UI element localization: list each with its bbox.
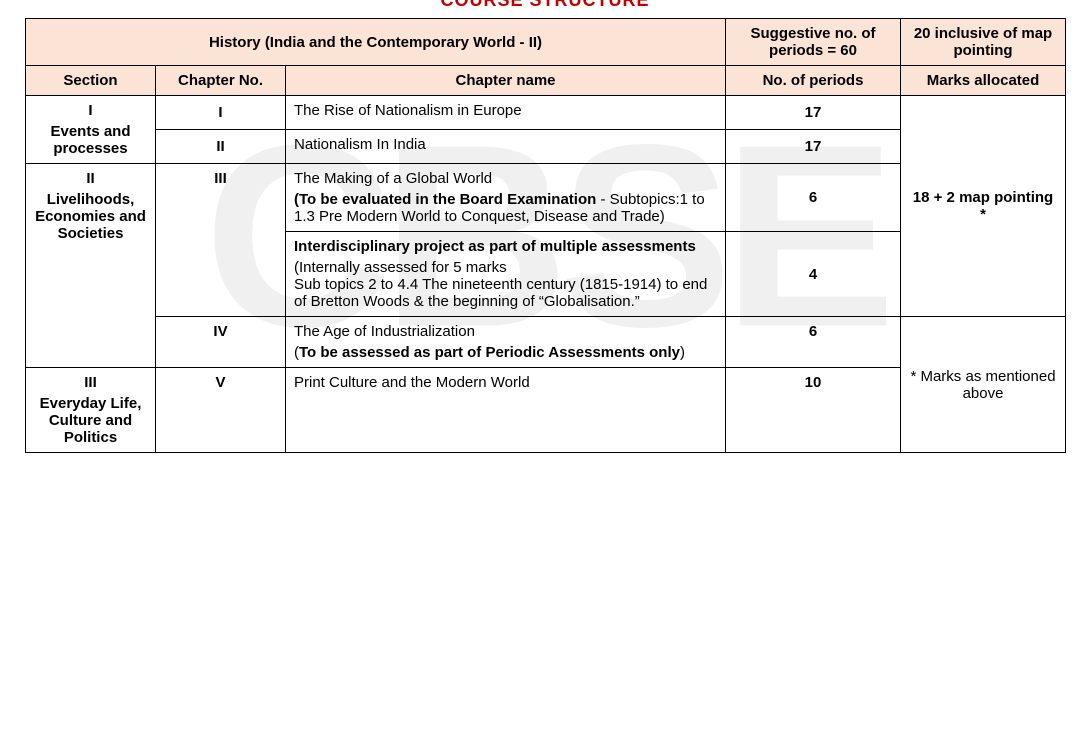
r4-line1: The Age of Industrialization (294, 323, 475, 340)
section-2-num: II (86, 170, 94, 187)
col-chno: Chapter No. (156, 66, 286, 96)
hdr-subject-text: History (India and the Contemporary Worl… (209, 34, 542, 51)
col-section: Section (26, 66, 156, 96)
cell-marks-map: 18 + 2 map pointing * (901, 96, 1066, 317)
course-structure-table: History (India and the Contemporary Worl… (25, 18, 1066, 453)
cell-periods: 17 (726, 96, 901, 130)
table-header-row-1: History (India and the Contemporary Worl… (26, 19, 1066, 66)
table-row: IV The Age of Industrialization (To be a… (26, 317, 1066, 368)
cell-chname: Print Culture and the Modern World (286, 368, 726, 453)
col-periods: No. of periods (726, 66, 901, 96)
hdr-subject: History (India and the Contemporary Worl… (26, 19, 726, 66)
section-3-num: III (84, 374, 97, 391)
cell-chname: The Age of Industrialization (To be asse… (286, 317, 726, 368)
cell-chname: Interdisciplinary project as part of mul… (286, 232, 726, 317)
r4-bold: To be assessed as part of Periodic Asses… (299, 344, 680, 361)
table-header-row-2: Section Chapter No. Chapter name No. of … (26, 66, 1066, 96)
r3b-bold: Interdisciplinary project as part of mul… (294, 238, 696, 255)
cell-chname: Nationalism In India (286, 130, 726, 164)
section-1-name: Events and processes (34, 123, 147, 157)
col-marks: Marks allocated (901, 66, 1066, 96)
cell-chno: IV (156, 317, 286, 368)
cell-chno: III (156, 164, 286, 317)
section-3: III Everyday Life, Culture and Politics (26, 368, 156, 453)
col-chname: Chapter name (286, 66, 726, 96)
section-1-num: I (88, 102, 92, 119)
cell-periods: 6 (726, 317, 901, 368)
cell-chno: V (156, 368, 286, 453)
section-2: II Livelihoods, Economies and Societies (26, 164, 156, 368)
section-2-name: Livelihoods, Economies and Societies (34, 191, 147, 242)
r3a-line1: The Making of a Global World (294, 170, 492, 187)
cell-chno: II (156, 130, 286, 164)
cell-chno: I (156, 96, 286, 130)
hdr-inclusive: 20 inclusive of map pointing (901, 19, 1066, 66)
table-row: I Events and processes I The Rise of Nat… (26, 96, 1066, 130)
cell-marks-footnote: * Marks as mentioned above (901, 317, 1066, 453)
cell-periods: 10 (726, 368, 901, 453)
cell-chname: The Rise of Nationalism in Europe (286, 96, 726, 130)
section-3-name: Everyday Life, Culture and Politics (34, 395, 147, 446)
r3a-bold: (To be evaluated in the Board Examinatio… (294, 191, 596, 208)
cell-periods: 4 (726, 232, 901, 317)
cell-periods: 6 (726, 164, 901, 232)
cell-chname: The Making of a Global World (To be eval… (286, 164, 726, 232)
hdr-suggestive: Suggestive no. of periods = 60 (726, 19, 901, 66)
r3b-rest: (Internally assessed for 5 marks Sub top… (294, 259, 717, 310)
page-title: COURSE STRUCTURE (25, 0, 1065, 12)
section-1: I Events and processes (26, 96, 156, 164)
cell-periods: 17 (726, 130, 901, 164)
